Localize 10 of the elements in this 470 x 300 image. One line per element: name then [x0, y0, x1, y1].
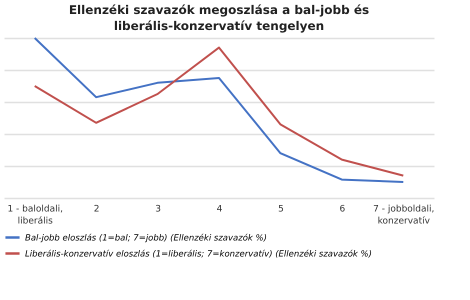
- x-tick-label: 5: [278, 204, 284, 214]
- x-tick-label: 6: [339, 204, 346, 214]
- legend-label: Liberális-konzervatív eloszlás (1=liberális; 7=konzervatív) (Ellenzéki szavazók %): [25, 250, 372, 260]
- x-tick-label: 4: [216, 204, 223, 214]
- x-tick-label: 3: [155, 204, 161, 214]
- legend-label: Bal-jobb eloszlás (1=bal; 7=jobb) (Ellenzéki szavazók %): [25, 234, 267, 244]
- chart-title: Ellenzéki szavazók megoszlása a bal-jobb és liberális-konzervatív tengelyen: [68, 3, 370, 33]
- x-tick-label: 2: [94, 204, 100, 214]
- x-tick-label: 1 - baloldali, liberális: [7, 204, 63, 226]
- x-tick-label: 7 - jobboldali, konzervatív: [373, 204, 434, 226]
